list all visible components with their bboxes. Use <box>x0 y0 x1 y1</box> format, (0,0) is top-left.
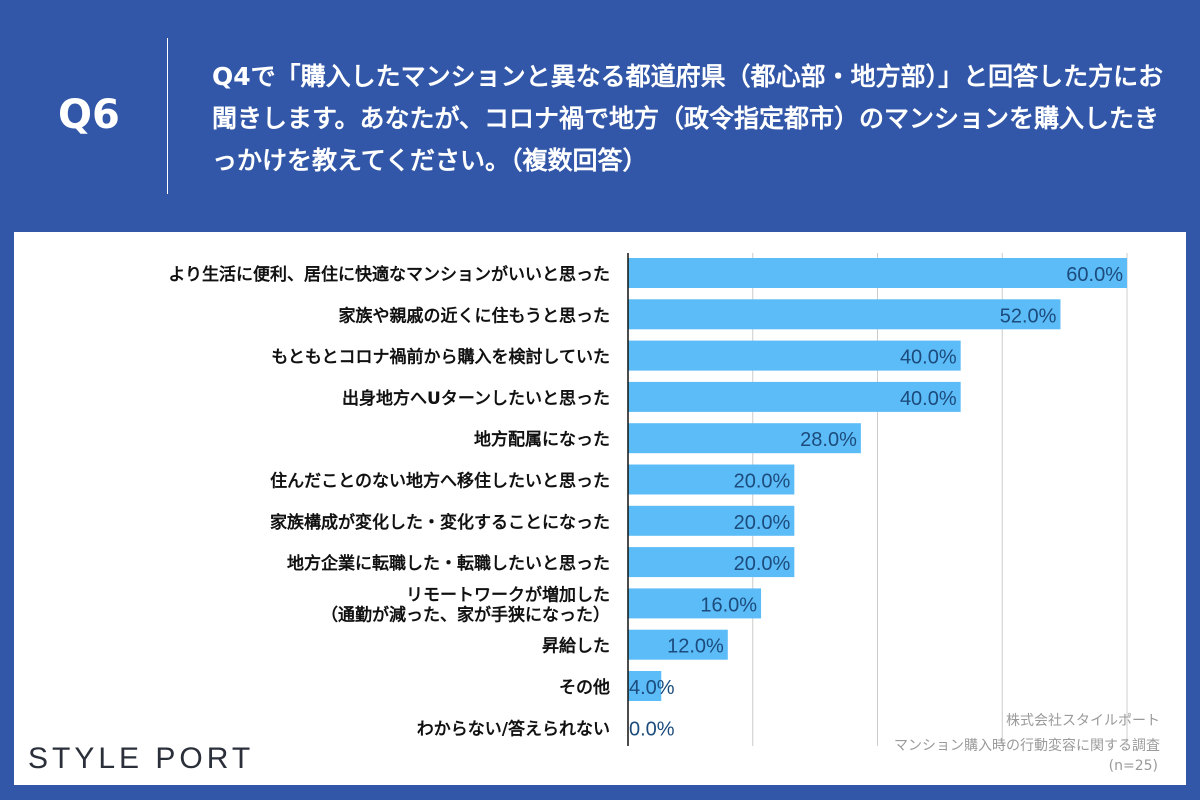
data-label: 12.0% <box>667 636 724 658</box>
category-label: わからない/答えられない <box>417 718 610 739</box>
category-label: より生活に便利、居住に快適なマンションがいいと思った <box>168 264 610 285</box>
bar <box>628 671 662 701</box>
bar <box>628 588 762 619</box>
data-label: 4.0% <box>629 677 675 699</box>
bar <box>628 505 795 536</box>
bar <box>628 299 1061 330</box>
source-company: 株式会社スタイルポート <box>1006 713 1160 729</box>
data-label: 28.0% <box>800 429 857 451</box>
bar <box>628 464 795 495</box>
style-port-logo: STYLE PORT <box>28 742 255 775</box>
data-label: 20.0% <box>734 553 791 575</box>
bar <box>628 547 795 578</box>
bar <box>628 340 961 371</box>
data-label: 40.0% <box>900 388 957 410</box>
data-label: 60.0% <box>1066 264 1123 286</box>
category-label: 地方配属になった <box>474 429 610 450</box>
header-divider <box>167 38 168 194</box>
data-label: 16.0% <box>700 594 757 616</box>
bar <box>628 629 728 660</box>
category-label: その他 <box>559 677 610 698</box>
category-label: 出身地方へUターンしたいと思った <box>342 388 610 409</box>
category-label: 地方企業に転職した・転職したいと思った <box>287 553 610 574</box>
sample-size: (n=25) <box>1108 758 1158 774</box>
category-label: リモートワークが増加した（通勤が減った、家が手狭になった） <box>321 584 610 625</box>
category-label: 家族構成が変化した・変化することになった <box>270 512 610 533</box>
data-label: 40.0% <box>900 347 957 369</box>
bar <box>628 258 1127 288</box>
data-label: 52.0% <box>1000 305 1057 327</box>
question-text: Q4で「購入したマンションと異なる都道府県（都心部・地方部）」と回答した方にお聞… <box>212 62 1164 175</box>
source-survey: マンション購入時の行動変容に関する調査 <box>894 738 1160 754</box>
category-label: 住んだことのない地方へ移住したいと思った <box>270 471 610 492</box>
data-label: 20.0% <box>734 512 791 534</box>
data-label: 20.0% <box>734 471 791 493</box>
category-label: 家族や親戚の近くに住もうと思った <box>339 305 611 326</box>
category-label: もともとコロナ禍前から購入を検討していた <box>271 347 610 368</box>
bar <box>628 423 861 454</box>
data-label: 0.0% <box>629 718 675 740</box>
question-number: Q6 <box>58 92 120 138</box>
bar <box>628 381 961 412</box>
category-label: 昇給した <box>542 636 610 657</box>
